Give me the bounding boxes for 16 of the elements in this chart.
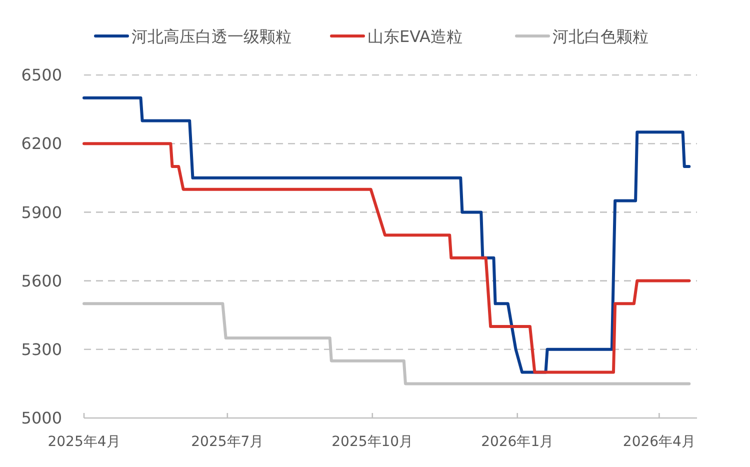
y-tick-label: 6500: [21, 66, 62, 85]
x-tick-label: 2026年1月: [481, 434, 554, 450]
x-tick-label: 2025年4月: [48, 434, 120, 450]
x-tick-label: 2026年4月: [622, 434, 696, 450]
legend-label: 河北白色颗粒: [552, 27, 648, 46]
y-tick-label: 5900: [21, 202, 62, 222]
line-series: [82, 96, 691, 374]
y-tick-label: 5000: [21, 408, 62, 428]
legend-label: 山东EVA造粒: [368, 27, 462, 46]
y-tick-label: 5600: [21, 271, 62, 290]
x-tick-label: 2025年7月: [191, 434, 264, 450]
line-series: [82, 142, 691, 374]
y-tick-label: 6200: [21, 134, 62, 154]
legend-label: 河北高压白透一级颗粒: [132, 27, 292, 46]
y-tick-label: 5300: [21, 340, 62, 359]
x-tick-label: 2025年10月: [332, 434, 414, 450]
